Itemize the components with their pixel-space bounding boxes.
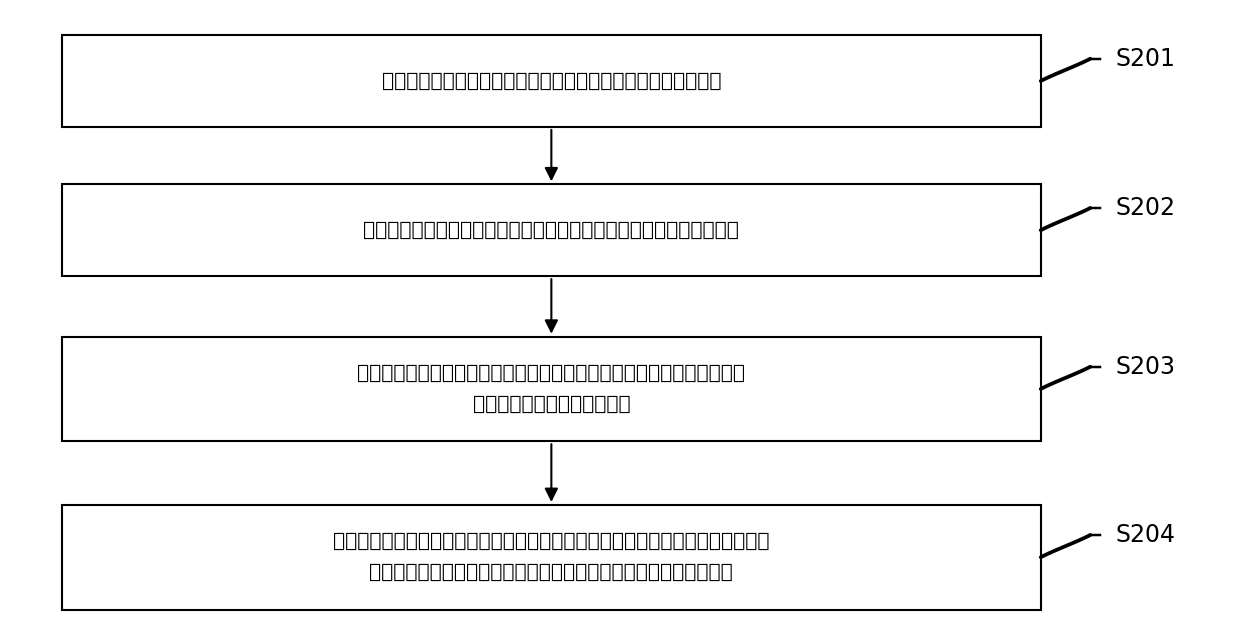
FancyBboxPatch shape bbox=[62, 505, 1041, 610]
Text: S203: S203 bbox=[1115, 355, 1175, 378]
Text: S204: S204 bbox=[1115, 523, 1175, 547]
Text: S201: S201 bbox=[1115, 47, 1175, 70]
FancyBboxPatch shape bbox=[62, 337, 1041, 441]
FancyBboxPatch shape bbox=[62, 184, 1041, 276]
Text: S202: S202 bbox=[1115, 196, 1175, 220]
FancyBboxPatch shape bbox=[62, 35, 1041, 127]
Text: 依据原始器件的器件输入管脚和网表输入管脚，确定初始元器件: 依据原始器件的器件输入管脚和网表输入管脚，确定初始元器件 bbox=[382, 72, 721, 90]
Text: 基于所有初始元器件对应的扇出系数，确定初始元器件对应的遗历顺序: 基于所有初始元器件对应的扇出系数，确定初始元器件对应的遗历顺序 bbox=[363, 221, 740, 239]
Text: 依据初始元器件的遗历顺序，逐一对初始元器件依据连接线进行深度遗历，将遗历
结果填充在原始二维网表上，获取用户设计网表对应的目标二维网表: 依据初始元器件的遗历顺序，逐一对初始元器件依据连接线进行深度遗历，将遗历 结果填… bbox=[333, 532, 769, 582]
Text: 依据初始元器件的遗历顺序，将初始元器件填充在二维网表模板中相应的
填充区域，获取原始二维网表: 依据初始元器件的遗历顺序，将初始元器件填充在二维网表模板中相应的 填充区域，获取… bbox=[357, 364, 746, 414]
